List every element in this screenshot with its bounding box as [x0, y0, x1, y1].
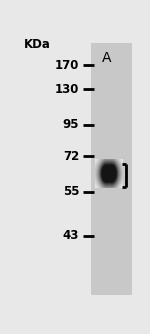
- Bar: [91, 43, 132, 295]
- Text: 95: 95: [63, 119, 79, 132]
- Text: A: A: [102, 51, 112, 65]
- Text: 72: 72: [63, 150, 79, 163]
- Text: 55: 55: [63, 185, 79, 198]
- Text: 170: 170: [55, 59, 79, 72]
- Text: 43: 43: [63, 229, 79, 242]
- Text: 130: 130: [55, 83, 79, 96]
- Text: KDa: KDa: [23, 37, 50, 50]
